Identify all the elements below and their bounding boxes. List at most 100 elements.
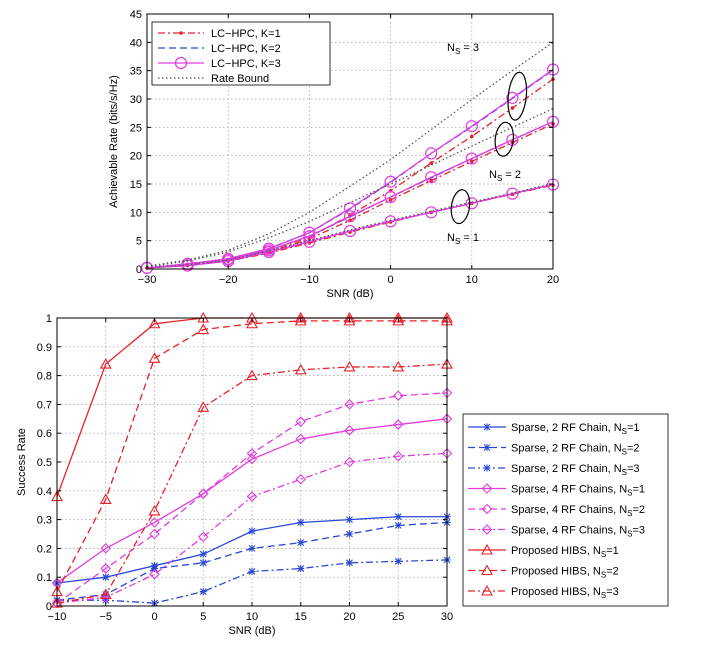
legend-label-suffix: =2 [633, 504, 646, 516]
legend-label-suffix: =3 [606, 586, 619, 598]
legend-label-subscript: S [601, 550, 606, 559]
diamond-marker [197, 531, 209, 543]
circle-marker [465, 120, 478, 133]
diamond-marker [392, 390, 404, 402]
circle-marker [174, 56, 188, 70]
ns-annotation: NS = 2 [489, 169, 521, 183]
y-axis-label: Success Rate [16, 428, 28, 496]
annotation-subscript: S [455, 47, 460, 56]
star-marker [297, 518, 305, 526]
star-marker [483, 423, 491, 431]
y-tick-label: 5 [136, 236, 142, 248]
legend-label: Sparse, 4 RF Chains, NS=3 [511, 525, 645, 539]
legend: LC−HPC, K=1 LC−HPC, K=2 LC−HPC, K=3 Rate Bo… [151, 21, 331, 86]
legend-label-suffix: =1 [606, 545, 619, 557]
star-marker [297, 565, 305, 573]
legend-item: Rate Bound [158, 73, 269, 85]
dot-marker [429, 161, 434, 165]
legend-label-text: Sparse, 4 RF Chains, N [511, 525, 627, 537]
group-ellipse [450, 189, 471, 225]
legend-label: Proposed HIBS, NS=1 [511, 545, 619, 559]
triangle-marker [246, 317, 258, 329]
legend-label-text: Sparse, 2 RF Chain, N [511, 463, 622, 475]
group-ellipse [494, 121, 515, 157]
star-marker [394, 513, 402, 521]
star-marker [199, 588, 207, 596]
diamond-marker [344, 399, 355, 410]
series-line [146, 69, 554, 269]
y-tick-label: 0.3 [37, 515, 52, 527]
diamond-marker [246, 453, 258, 465]
legend-label-suffix: =1 [633, 484, 646, 496]
x-tick-label: 25 [392, 611, 404, 623]
triangle-marker [343, 360, 356, 372]
circle-marker [303, 226, 316, 239]
dot-marker [429, 178, 434, 183]
circle-marker [262, 242, 275, 255]
star-marker [102, 596, 110, 604]
star-marker [346, 530, 353, 538]
legend-label-text: Proposed HIBS, N [511, 586, 601, 598]
legend-label: Sparse, 2 RF Chain, NS=1 [511, 422, 640, 436]
y-tick-label: 0.9 [37, 342, 52, 354]
dot-marker [388, 198, 393, 202]
triangle-marker [481, 543, 493, 555]
x-tick-label: −30 [138, 274, 157, 286]
x-tick-label: 30 [441, 611, 453, 623]
legend-label-subscript: S [627, 509, 632, 518]
triangle-marker [481, 584, 493, 596]
legend-label-text: Sparse, 2 RF Chain, N [511, 443, 622, 455]
x-tick-label: 20 [547, 274, 559, 286]
triangle-marker [294, 314, 307, 326]
diamond-marker [481, 503, 493, 515]
dot-marker [470, 134, 474, 139]
x-tick-label: 0 [151, 611, 157, 623]
legend-label-subscript: S [601, 591, 606, 600]
y-tick-label: 25 [130, 122, 142, 134]
diamond-marker [392, 450, 404, 462]
annotation-base: N [489, 169, 497, 181]
triangle-marker [148, 317, 161, 329]
circle-marker [425, 171, 438, 184]
x-tick-label: 0 [388, 274, 394, 286]
dot-marker [179, 31, 183, 35]
y-tick-label: 0.7 [37, 399, 52, 411]
x-tick-label: 5 [200, 611, 206, 623]
legend-label: Rate Bound [211, 73, 269, 85]
x-tick-label: −5 [99, 611, 112, 623]
star-marker [199, 550, 207, 558]
series-line [146, 41, 554, 267]
y-tick-label: 10 [130, 207, 142, 219]
ns-annotation: NS = 3 [447, 42, 479, 56]
x-tick-label: −10 [48, 611, 67, 623]
triangle-marker [197, 323, 210, 335]
y-tick-label: 45 [130, 9, 142, 21]
diamond-marker [149, 569, 160, 580]
legend-label: LC−HPC, K=2 [211, 43, 281, 55]
y-tick-label: 15 [130, 179, 142, 191]
star-marker [297, 539, 305, 547]
series-line [146, 108, 554, 268]
circle-marker [465, 152, 478, 165]
series-line [56, 392, 448, 604]
y-axis-label: Achievable Rate (bits/s/Hz) [108, 75, 120, 208]
diamond-marker [481, 524, 493, 535]
legend-label-subscript: S [622, 468, 627, 477]
triangle-marker [481, 564, 493, 576]
series-12 [146, 41, 554, 267]
star-marker [102, 573, 110, 581]
legend-label: LC−HPC, K=3 [211, 58, 281, 70]
legend-item: Sparse, 2 RF Chain, NS=1 [468, 422, 640, 436]
legend-item: LC−HPC, K=2 [158, 43, 281, 55]
y-tick-label: 40 [130, 37, 142, 49]
circle-marker [384, 190, 397, 204]
annotation-rest: = 2 [502, 169, 521, 181]
x-axis-label: SNR (dB) [326, 288, 373, 300]
legend-label-suffix: =2 [606, 566, 619, 578]
triangle-marker [392, 314, 405, 326]
star-marker [346, 516, 353, 524]
success-rate-chart: −10 −5 0 5 10 15 20 25 30 0 0.1 0.2 0.3 0.4 0.5 0.6 0.7 0… [16, 311, 669, 637]
legend-item: Proposed HIBS, NS=3 [468, 584, 619, 600]
legend-label: Proposed HIBS, NS=3 [511, 586, 619, 600]
